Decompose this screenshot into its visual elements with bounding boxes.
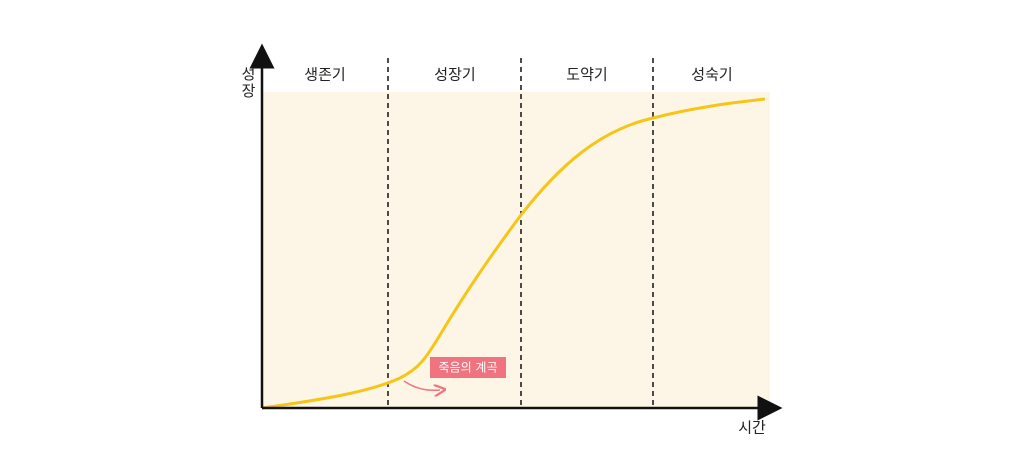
stage-dividers bbox=[387, 58, 654, 408]
stage-label: 도약기 bbox=[566, 66, 607, 84]
growth-curve bbox=[261, 97, 766, 410]
annotation-arrow bbox=[403, 380, 440, 390]
background-area bbox=[263, 92, 770, 408]
y-axis-label: 성장 bbox=[239, 66, 257, 100]
stage-label: 성숙기 bbox=[691, 66, 732, 84]
x-axis-label: 시간 bbox=[738, 419, 766, 437]
stage-label: 성장기 bbox=[434, 66, 475, 84]
annotation-box bbox=[430, 357, 506, 378]
annotation-text: 죽음의 계곡 bbox=[438, 361, 497, 375]
stage-label: 생존기 bbox=[304, 66, 345, 84]
